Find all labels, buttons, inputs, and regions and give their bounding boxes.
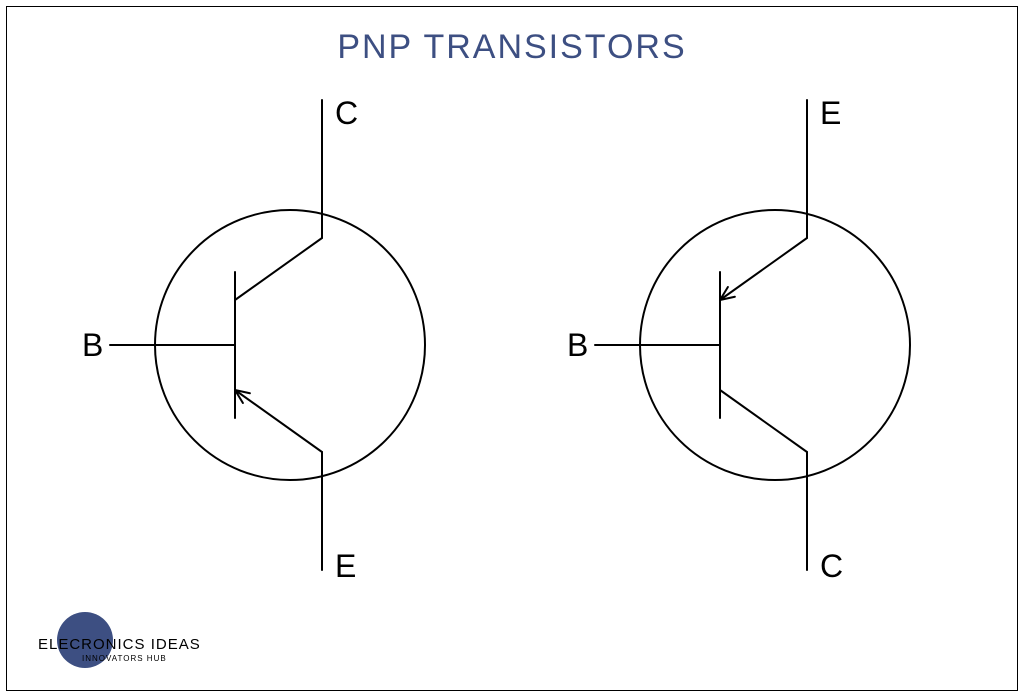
pin-label: B: [82, 327, 103, 364]
logo-sub-text: INNOVATORS HUB: [82, 654, 167, 663]
pin-label: E: [335, 548, 356, 585]
transistor-diagram: [0, 0, 1024, 697]
pin-label: C: [820, 548, 843, 585]
pin-label: C: [335, 95, 358, 132]
pin-label: E: [820, 95, 841, 132]
logo-main-text: ELECRONICS IDEAS: [38, 636, 201, 653]
pin-label: B: [567, 327, 588, 364]
